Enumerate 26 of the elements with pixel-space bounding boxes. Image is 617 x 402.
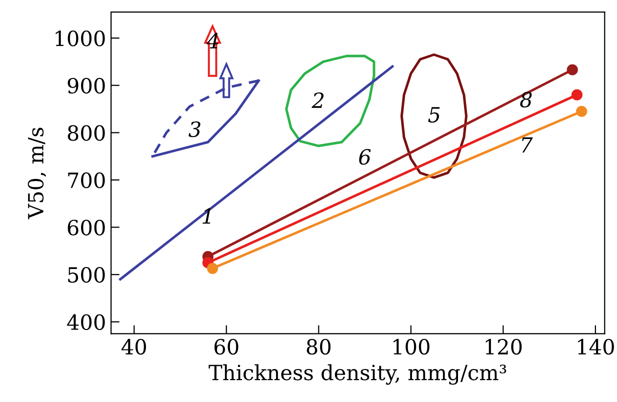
annotation: 8: [520, 92, 532, 108]
y-tick-label: 400: [67, 314, 105, 330]
x-axis-title: Thickness density, mmg/cm³: [208, 364, 506, 385]
y-tick-label: 600: [68, 220, 105, 236]
annotation: 7: [522, 137, 533, 153]
annotation: 1: [202, 208, 210, 224]
y-tick-label: 900: [68, 78, 105, 94]
x-tick-label: 120: [486, 338, 522, 355]
annotation: 3: [188, 121, 200, 138]
x-tick-label: 140: [578, 338, 614, 355]
y-tick-label: 800: [68, 125, 105, 141]
y-tick-label: 700: [68, 172, 105, 188]
y-tick-label: 1000: [56, 30, 105, 46]
y-axis-title: V50, m/s: [28, 128, 46, 220]
point: [576, 106, 588, 117]
annotation: 2: [312, 92, 324, 108]
annotation: 5: [428, 107, 440, 123]
point: [206, 262, 218, 274]
point: [566, 64, 578, 76]
y-tick-label: 500: [68, 266, 105, 283]
point: [571, 89, 583, 100]
annotation: 6: [359, 148, 371, 165]
x-tick-label: 40: [122, 338, 146, 355]
x-tick-label: 100: [394, 338, 430, 355]
x-tick-label: 60: [214, 338, 238, 355]
x-tick-label: 80: [306, 338, 331, 355]
